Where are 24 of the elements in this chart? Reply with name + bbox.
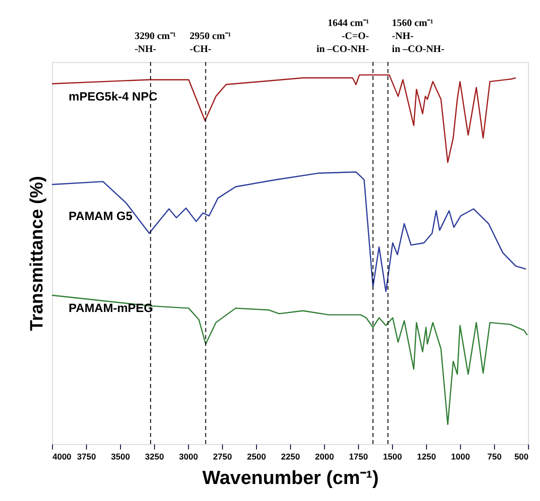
x-tick-label: 1500 (383, 452, 402, 462)
x-tick-label: 3750 (77, 452, 96, 462)
x-tick-label: 4000 (52, 452, 72, 462)
y-axis-title: Transmittance (%) (26, 176, 46, 332)
x-tick-label: 1000 (451, 452, 470, 462)
x-tick-label: 2500 (247, 452, 266, 462)
ref-line-label: 1644 cm⁻¹ -C=O- in –CO-NH- (316, 18, 369, 55)
x-tick-label: 500 (514, 452, 529, 462)
series-label: PAMAM G5 (68, 208, 133, 223)
x-tick-label: 2250 (281, 452, 300, 462)
ref-line-label: 3290 cm⁻¹ -NH- (134, 31, 176, 55)
series-label: PAMAM-mPEG (68, 301, 154, 316)
x-tick-label: 3250 (145, 452, 164, 462)
x-tick-label: 3000 (179, 452, 198, 462)
x-tick-label: 3500 (111, 452, 130, 462)
x-tick-label: 2000 (315, 452, 334, 462)
x-tick-label: 1250 (417, 452, 436, 462)
ref-line-label: 1560 cm⁻¹ -NH- in –CO-NH- (392, 18, 444, 55)
ref-line-label: 2950 cm⁻¹ -CH- (190, 31, 231, 55)
x-tick-label: 750 (487, 452, 502, 462)
series-label: mPEG5k-4 NPC (68, 90, 158, 104)
x-axis-title: Wavenumber (cm⁻¹) (202, 468, 379, 489)
x-tick-label: 1750 (349, 452, 368, 462)
x-tick-label: 2750 (213, 452, 232, 462)
